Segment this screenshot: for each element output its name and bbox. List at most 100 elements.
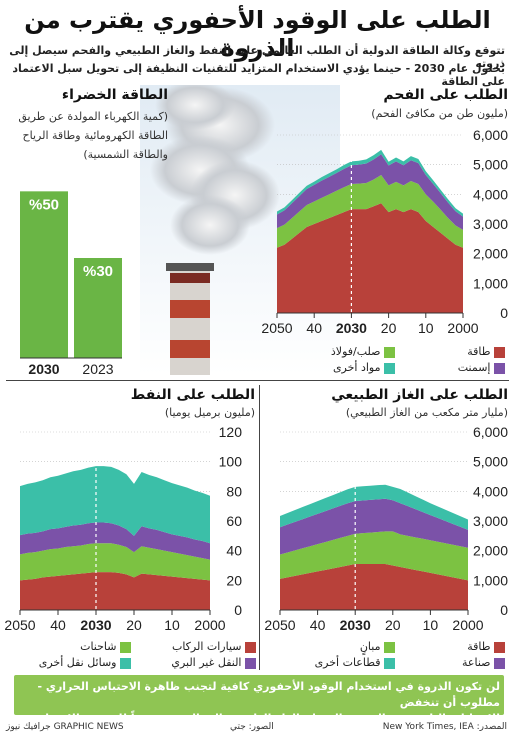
x-tick-label: 40 [50,617,66,633]
bar-category-label: 2030 [28,361,59,377]
bar-value-label: %50 [29,196,59,213]
y-tick-label: 0 [234,602,242,618]
legend-swatch [384,657,395,669]
green-energy-desc-line-1: (كمية الكهرباء المولدة عن طريق [18,110,168,123]
note-line-1: لن تكون الذروة في استخدام الوقود الأحفور… [37,680,500,709]
area-series [280,564,468,610]
green-energy-title: الطاقة الخضراء [61,87,168,103]
x-tick-label: 2050 [261,320,292,336]
legend-label: صلب/فولاذ [330,345,381,358]
coal-area-chart: 0 1,000 2,000 3,000 4,000 5,000 6,000 2000 10 20 2… [261,127,508,336]
x-tick-label: 2030 [336,320,367,336]
y-tick-label: 0 [500,305,508,321]
legend-label: وسائل نقل أخرى [38,656,117,669]
y-tick-label: 3,000 [473,513,508,529]
legend-swatch [384,641,395,653]
bar-2030 [20,191,68,358]
gas-area-chart: 0 1,000 2,000 3,000 4,000 5,000 6,000 2000 10 20 2… [264,424,508,633]
x-tick-label: 2030 [340,617,371,633]
oil-legend-item-2: شاحنات [11,640,131,653]
y-tick-label: 4,000 [473,186,508,202]
y-tick-label: 60 [226,513,242,529]
area-series [277,175,463,248]
legend-swatch [245,641,256,653]
bar-2023 [74,258,122,358]
x-tick-label: 2050 [4,617,35,633]
gas-unit: (مليار متر مكعب من الغاز الطبيعي) [345,406,508,419]
legend-swatch [494,362,505,374]
area-series [20,543,210,581]
legend-swatch [384,362,395,374]
headline: الطلب على الوقود الأحفوري يقترب من الذرو… [24,6,491,62]
coal-legend-item-2: صلب/فولاذ [275,345,395,358]
y-tick-label: 6,000 [473,424,508,440]
green-energy-bar-chart: %50 2030 %30 2023 [20,191,122,377]
area-series [277,149,463,217]
y-tick-label: 20 [226,572,242,588]
coal-title: الطلب على الفحم [383,87,508,103]
legend-label: طاقة [467,640,491,653]
x-tick-label: 40 [306,320,322,336]
gas-title: الطلب على الغاز الطبيعي [331,387,508,403]
x-tick-label: 2030 [80,617,111,633]
area-series [20,466,210,544]
gas-legend-item-3: صناعة [395,656,505,669]
area-series [280,484,468,530]
oil-legend-item-1: سيارات الركاب [136,640,256,653]
y-tick-label: 80 [226,483,242,499]
y-tick-label: 1,000 [473,572,508,588]
gas-legend-item-1: طاقة [395,640,505,653]
legend-label: طاقة [467,345,491,358]
x-tick-label: 2050 [264,617,295,633]
oil-legend-item-3: النقل غير البري [136,656,256,669]
x-tick-label: 20 [126,617,142,633]
x-tick-label: 10 [423,617,439,633]
legend-swatch [245,657,256,669]
oil-area-chart: 0 20 40 60 80 100 120 2000 10 20 2030 40 2050 [4,424,243,633]
coal-legend-item-3: إسمنت [395,361,505,374]
y-tick-label: 1,000 [473,275,508,291]
x-tick-label: 2000 [194,617,225,633]
oil-unit: (مليون برميل يوميا) [164,406,255,419]
footer-photo-credit: الصور: جتي [230,722,274,732]
legend-swatch [494,657,505,669]
y-tick-label: 2,000 [473,246,508,262]
subtitle-line-1: تتوقع وكالة الطاقة الدولية أن الطلب العا… [9,44,505,70]
x-tick-label: 10 [418,320,434,336]
legend-label: مواد أخرى [332,361,381,374]
x-tick-label: 2000 [447,320,478,336]
green-energy-desc-line-3: والطاقة الشمسية) [83,148,168,161]
note-line-2: الانبعاثات الناتجة عن الفحم والنفط والغا… [37,712,500,741]
y-tick-label: 5,000 [473,454,508,470]
area-series [20,572,210,610]
legend-label: شاحنات [80,640,117,653]
legend-swatch [120,657,131,669]
green-energy-desc: (كمية الكهرباء المولدة عن طريق الطاقة ال… [8,107,168,164]
coal-legend-item-1: طاقة [395,345,505,358]
y-tick-label: 4,000 [473,483,508,499]
bar-value-label: %30 [83,263,113,280]
y-tick-label: 0 [500,602,508,618]
note-box [14,675,504,715]
area-series [280,531,468,581]
footer-credit: جرافيك نيوز GRAPHIC NEWS [6,722,124,732]
legend-label: سيارات الركاب [171,640,242,653]
y-tick-label: 6,000 [473,127,508,143]
bar-category-label: 2023 [82,361,113,377]
y-tick-label: 100 [219,454,243,470]
note-text: لن تكون الذروة في استخدام الوقود الأحفور… [20,679,500,743]
gas-legend-item-4: قطاعات أخرى [275,656,395,669]
area-series [280,498,468,555]
legend-swatch [494,346,505,358]
y-tick-label: 120 [219,424,243,440]
y-tick-label: 3,000 [473,216,508,232]
subtitle-line-2: بحلول عام 2030 - حينما يؤدي الاستخدام ال… [12,62,505,88]
legend-label: مبانٍ [359,640,381,653]
oil-title: الطلب على النفط [130,387,255,403]
coal-legend-item-4: مواد أخرى [275,361,395,374]
x-tick-label: 20 [385,617,401,633]
area-series [277,203,463,313]
footer-source: المصدر: New York Times, IEA [382,722,507,732]
legend-label: صناعة [462,656,491,669]
green-energy-desc-line-2: الطاقة الكهرومائية وطاقة الرياح [22,129,168,142]
